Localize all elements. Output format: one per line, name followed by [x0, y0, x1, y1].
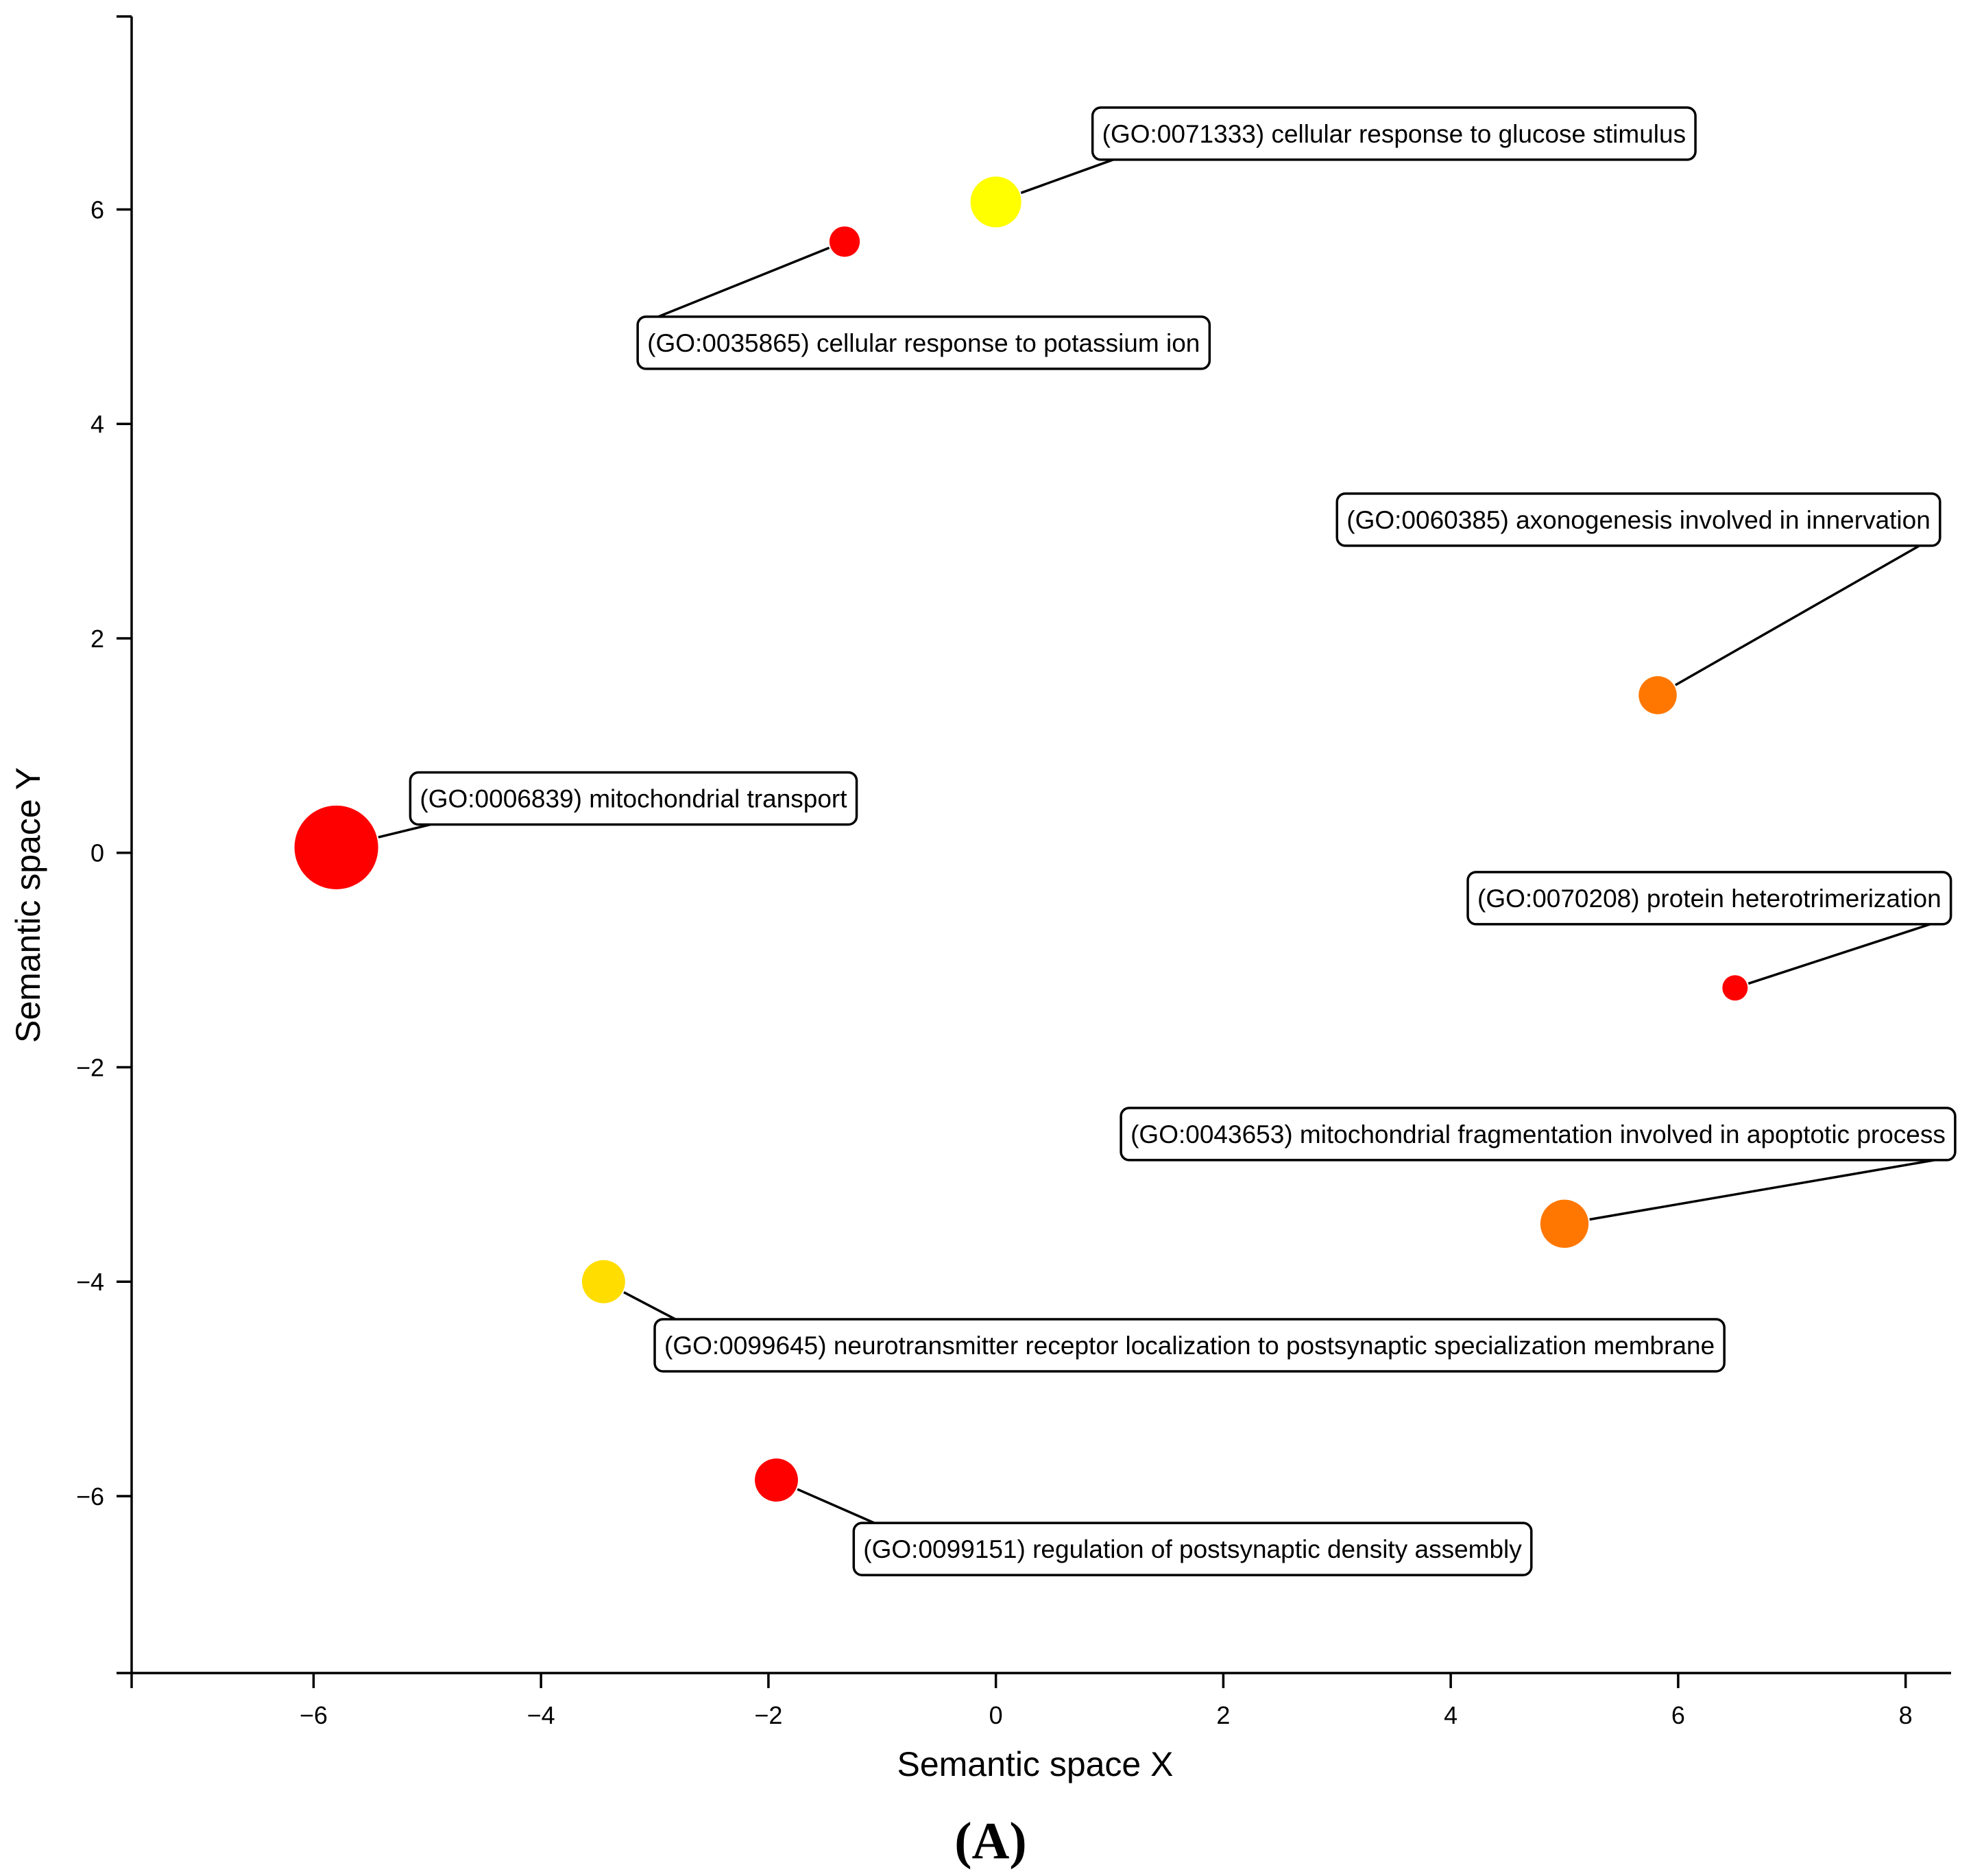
data-point — [1540, 1199, 1589, 1248]
point-label-box — [852, 1522, 1533, 1576]
y-tick-label: 2 — [90, 625, 104, 653]
point-label-box — [1466, 871, 1952, 926]
x-tick-label: −2 — [754, 1701, 782, 1729]
point-label-box — [653, 1318, 1726, 1373]
data-point — [829, 226, 860, 257]
leader-line — [1020, 158, 1114, 194]
x-axis-title: Semantic space X — [897, 1745, 1174, 1783]
y-axis-title: Semantic space Y — [9, 767, 47, 1043]
leader-line — [378, 823, 431, 839]
leader-line — [1675, 544, 1920, 686]
point-label: (GO:0043653) mitochondrial fragmentation… — [1120, 1107, 1957, 1162]
point-label-text: (GO:0060385) axonogenesis involved in in… — [1346, 506, 1931, 534]
data-point — [294, 805, 378, 889]
leader-line — [623, 1291, 676, 1321]
data-point — [1722, 975, 1748, 1001]
point-label-box — [409, 771, 858, 826]
point-label: (GO:0060385) axonogenesis involved in in… — [1335, 492, 1941, 547]
leader-lines — [378, 158, 1935, 1524]
point-label-text: (GO:0071333) cellular response to glucos… — [1102, 120, 1686, 148]
x-tick-label: 2 — [1216, 1701, 1230, 1729]
y-tick-label: 0 — [90, 839, 104, 867]
point-label-text: (GO:0099645) neurotransmitter receptor l… — [664, 1332, 1715, 1360]
x-tick-label: 8 — [1899, 1701, 1913, 1729]
x-tick-label: 4 — [1444, 1701, 1457, 1729]
y-tick-label: −6 — [76, 1482, 104, 1511]
data-point — [1638, 676, 1677, 714]
point-label-text: (GO:0035865) cellular response to potass… — [647, 329, 1200, 357]
panel-label: (A) — [954, 1812, 1027, 1870]
point-label-text: (GO:0006839) mitochondrial transport — [420, 784, 847, 813]
y-tick-label: 6 — [90, 195, 104, 224]
x-axis-ticks: −6 −4 −2 0 2 4 6 8 — [130, 1673, 1913, 1729]
point-label: (GO:0035865) cellular response to potass… — [636, 315, 1211, 370]
point-label-box — [1335, 492, 1941, 547]
leader-line — [1747, 923, 1931, 985]
point-label: (GO:0099645) neurotransmitter receptor l… — [653, 1318, 1726, 1373]
x-tick-label: 0 — [989, 1701, 1003, 1729]
data-point — [755, 1458, 798, 1502]
point-label: (GO:0071333) cellular response to glucos… — [1091, 106, 1697, 161]
x-tick-label: −6 — [300, 1701, 328, 1729]
point-label: (GO:0070208) protein heterotrimerization — [1466, 871, 1952, 926]
point-label-box — [1091, 106, 1697, 161]
x-tick-label: 6 — [1671, 1701, 1685, 1729]
leader-line — [797, 1488, 875, 1524]
leader-line — [1589, 1159, 1935, 1221]
y-tick-label: −4 — [76, 1268, 104, 1296]
point-label-box — [1120, 1107, 1957, 1162]
leader-line — [657, 246, 830, 318]
point-label: (GO:0006839) mitochondrial transport — [409, 771, 858, 826]
data-points — [294, 176, 1748, 1502]
point-label-text: (GO:0070208) protein heterotrimerization — [1477, 885, 1941, 913]
y-axis-ticks: −6 −4 −2 0 2 4 6 — [76, 15, 132, 1674]
point-labels: (GO:0071333) cellular response to glucos… — [409, 106, 1957, 1576]
y-tick-label: −2 — [76, 1053, 104, 1081]
data-point — [581, 1260, 625, 1303]
point-label-text: (GO:0099151) regulation of postsynaptic … — [863, 1535, 1522, 1563]
x-tick-label: −4 — [527, 1701, 555, 1729]
y-tick-label: 4 — [90, 410, 104, 438]
point-label-text: (GO:0043653) mitochondrial fragmentation… — [1130, 1120, 1946, 1149]
axes: −6 −4 −2 0 2 4 6 8 −6 −4 −2 0 2 4 6 — [76, 15, 1951, 1729]
point-label-box — [636, 315, 1211, 370]
data-point — [970, 176, 1021, 228]
point-label: (GO:0099151) regulation of postsynaptic … — [852, 1522, 1533, 1576]
